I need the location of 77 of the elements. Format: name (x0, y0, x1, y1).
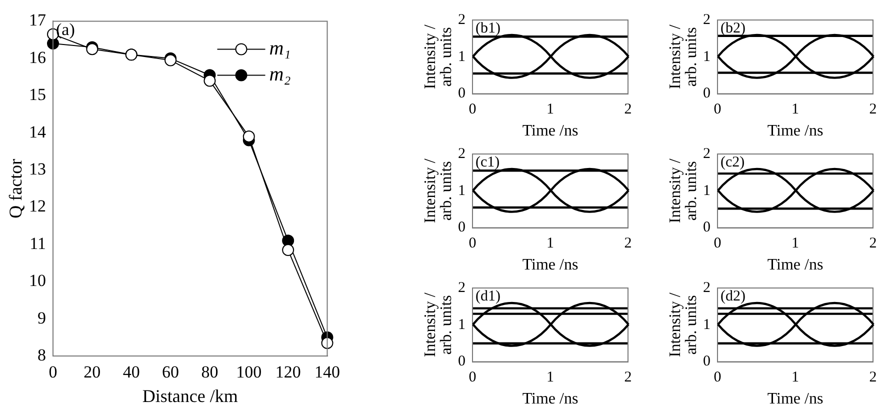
x-tick-label: 0 (714, 370, 722, 386)
y-tick-label: 0 (458, 220, 466, 236)
point (242, 130, 255, 143)
y-tick-label: 1 (458, 182, 466, 199)
y-tick-label: 1 (703, 48, 710, 65)
y-tick-label: 14 (29, 122, 46, 142)
y-tick-label: 15 (29, 85, 46, 104)
x-tick-label: 100 (236, 362, 262, 382)
y-axis-title: Intensity / arb. units (667, 158, 700, 224)
x-axis-title: Time /ns (522, 122, 578, 140)
annotation: (c2) (720, 154, 745, 170)
x-axis-title: Time /ns (522, 256, 578, 274)
point (204, 74, 216, 87)
x-axis-title: Time /ns (522, 390, 578, 408)
y-axis-title: Intensity / arb. units (422, 158, 456, 224)
x-tick-label: 80 (201, 362, 218, 382)
x-tick-label: 1 (546, 370, 554, 386)
x-axis-title: Time /ns (767, 390, 824, 408)
y-tick-label: 13 (29, 159, 46, 178)
x-tick-label: 1 (546, 102, 554, 118)
x-tick-label: 2 (624, 102, 632, 118)
x-tick-label: 1 (792, 370, 799, 386)
x-tick-label: 0 (714, 102, 722, 118)
y-axis-title: Intensity / arb. units (422, 292, 456, 358)
x-tick-label: 20 (84, 362, 101, 382)
x-axis-title: Distance /km (142, 386, 238, 406)
y-tick-label: 9 (38, 308, 46, 328)
annotation: (d2) (720, 288, 746, 304)
annotation: (d1) (476, 288, 500, 304)
y-tick-label: 1 (458, 48, 466, 65)
annotation: (b1) (476, 20, 500, 36)
x-tick-label: 2 (624, 370, 632, 386)
y-axis-title: Q factor (6, 158, 26, 218)
y-tick-label: 10 (29, 271, 46, 290)
y-tick-label: 2 (703, 146, 710, 162)
x-axis-title: Time /ns (767, 122, 824, 140)
y-tick-label: 1 (703, 316, 710, 333)
x-tick-label: 40 (122, 362, 140, 382)
y-tick-label: 1 (458, 316, 466, 333)
x-axis-title: Time /ns (767, 256, 824, 274)
y-tick-label: 2 (703, 280, 710, 296)
x-tick-label: 0 (468, 236, 476, 252)
y-axis-title: Intensity / arb. units (422, 24, 456, 90)
x-tick-label: 2 (869, 370, 877, 386)
y-axis-title: Intensity / arb. units (667, 24, 700, 90)
y-tick-label: 2 (703, 12, 710, 28)
y-tick-label: 2 (458, 146, 466, 162)
y-tick-label: 0 (703, 86, 710, 102)
y-tick-label: 17 (29, 10, 46, 30)
y-tick-label: 0 (458, 86, 466, 102)
y-tick-label: 1 (703, 182, 710, 199)
x-tick-label: 1 (792, 102, 799, 118)
y-tick-label: 12 (29, 196, 46, 216)
y-tick-label: 16 (29, 48, 46, 67)
y-tick-label: 0 (703, 220, 710, 236)
legend-label: m₂ (269, 63, 291, 86)
legend-label: m₁ (269, 37, 291, 60)
y-tick-label: 11 (30, 234, 46, 253)
x-tick-label: 120 (275, 362, 301, 382)
x-tick-label: 0 (468, 370, 476, 386)
x-tick-label: 60 (162, 362, 180, 382)
x-tick-label: 0 (468, 102, 476, 118)
y-axis-title: Intensity / arb. units (667, 292, 700, 358)
x-tick-label: 1 (546, 236, 554, 252)
x-tick-label: 140 (314, 362, 340, 382)
annotation: (b2) (720, 20, 746, 36)
x-tick-label: 0 (714, 236, 722, 252)
annotation: (c1) (476, 154, 500, 170)
y-tick-label: 8 (38, 345, 46, 364)
x-tick-label: 1 (792, 236, 799, 252)
x-tick-label: 2 (624, 236, 632, 252)
y-tick-label: 2 (458, 12, 466, 28)
y-tick-label: 2 (458, 280, 466, 296)
x-tick-label: 2 (869, 102, 877, 118)
point (282, 244, 294, 256)
point (321, 336, 334, 349)
x-tick-label: 2 (869, 236, 877, 252)
